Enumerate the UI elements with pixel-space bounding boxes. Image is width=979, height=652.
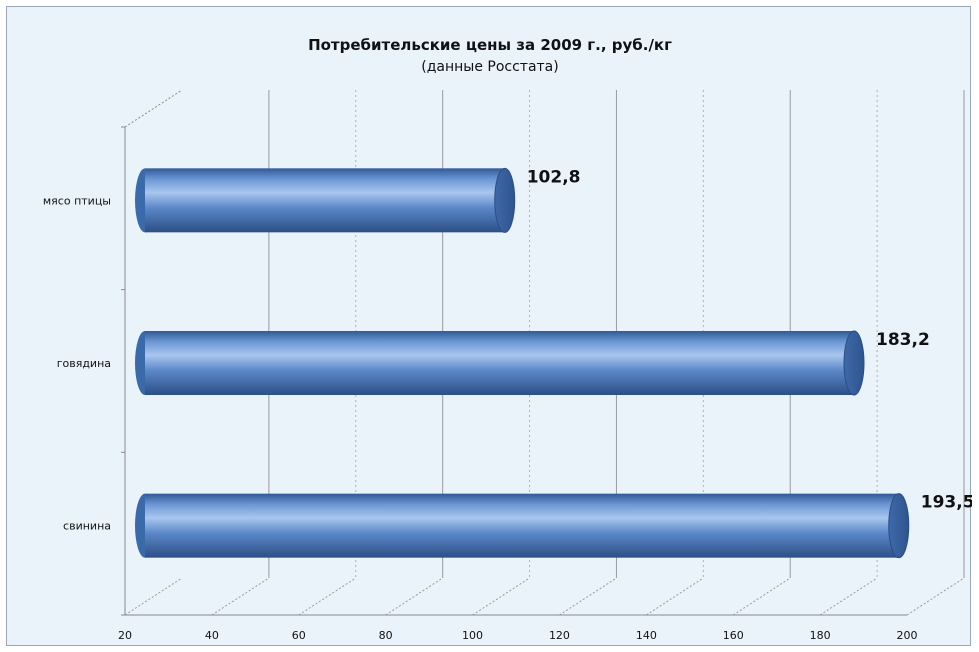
category-label: говядина — [57, 357, 111, 370]
floor-gridline — [732, 577, 791, 616]
labels: 20 40 60 80 100 120 140 160 180 200 102,8 мясо птиц… — [43, 167, 972, 642]
floor-gridline — [472, 577, 530, 616]
bar — [145, 168, 505, 233]
bar-end-cap — [888, 493, 910, 559]
data-label: 102,8 — [527, 167, 581, 187]
floor-gridline — [559, 577, 617, 616]
x-tick-label: 100 — [462, 629, 483, 642]
chart-area: Потребительские цены за 2009 г., руб./кг… — [6, 6, 972, 646]
axes — [121, 89, 907, 616]
x-tick-label: 140 — [636, 629, 657, 642]
category-label: свинина — [63, 520, 111, 533]
data-label: 183,2 — [876, 330, 930, 350]
y-axis-depth-line — [124, 89, 183, 128]
chart-title: Потребительские цены за 2009 г., руб./кг — [308, 36, 672, 54]
chart-svg: Потребительские цены за 2009 г., руб./кг… — [43, 36, 972, 642]
floor-gridline — [906, 577, 965, 616]
category-label: мясо птицы — [43, 194, 111, 207]
x-tick-label: 120 — [549, 629, 570, 642]
bars — [135, 167, 910, 559]
x-tick-label: 40 — [205, 629, 219, 642]
floor-gridline — [819, 577, 878, 616]
x-tick-label: 180 — [810, 629, 831, 642]
bar-end-cap — [843, 330, 865, 396]
x-tick-label: 160 — [723, 629, 744, 642]
x-tick-label: 200 — [897, 629, 918, 642]
x-tick-label: 20 — [118, 629, 132, 642]
bar — [145, 331, 855, 395]
floor-gridline — [298, 577, 357, 616]
floor-gridline — [211, 577, 270, 616]
x-tick-label: 80 — [379, 629, 393, 642]
bar — [145, 493, 899, 558]
floor-gridline — [124, 577, 183, 616]
data-label: 193,5 — [921, 493, 972, 513]
floor-gridline — [385, 577, 443, 616]
floor-gridline — [646, 577, 704, 616]
x-tick-label: 60 — [292, 629, 306, 642]
bar-end-cap — [494, 167, 516, 233]
chart-subtitle: (данные Росстата) — [421, 59, 558, 75]
